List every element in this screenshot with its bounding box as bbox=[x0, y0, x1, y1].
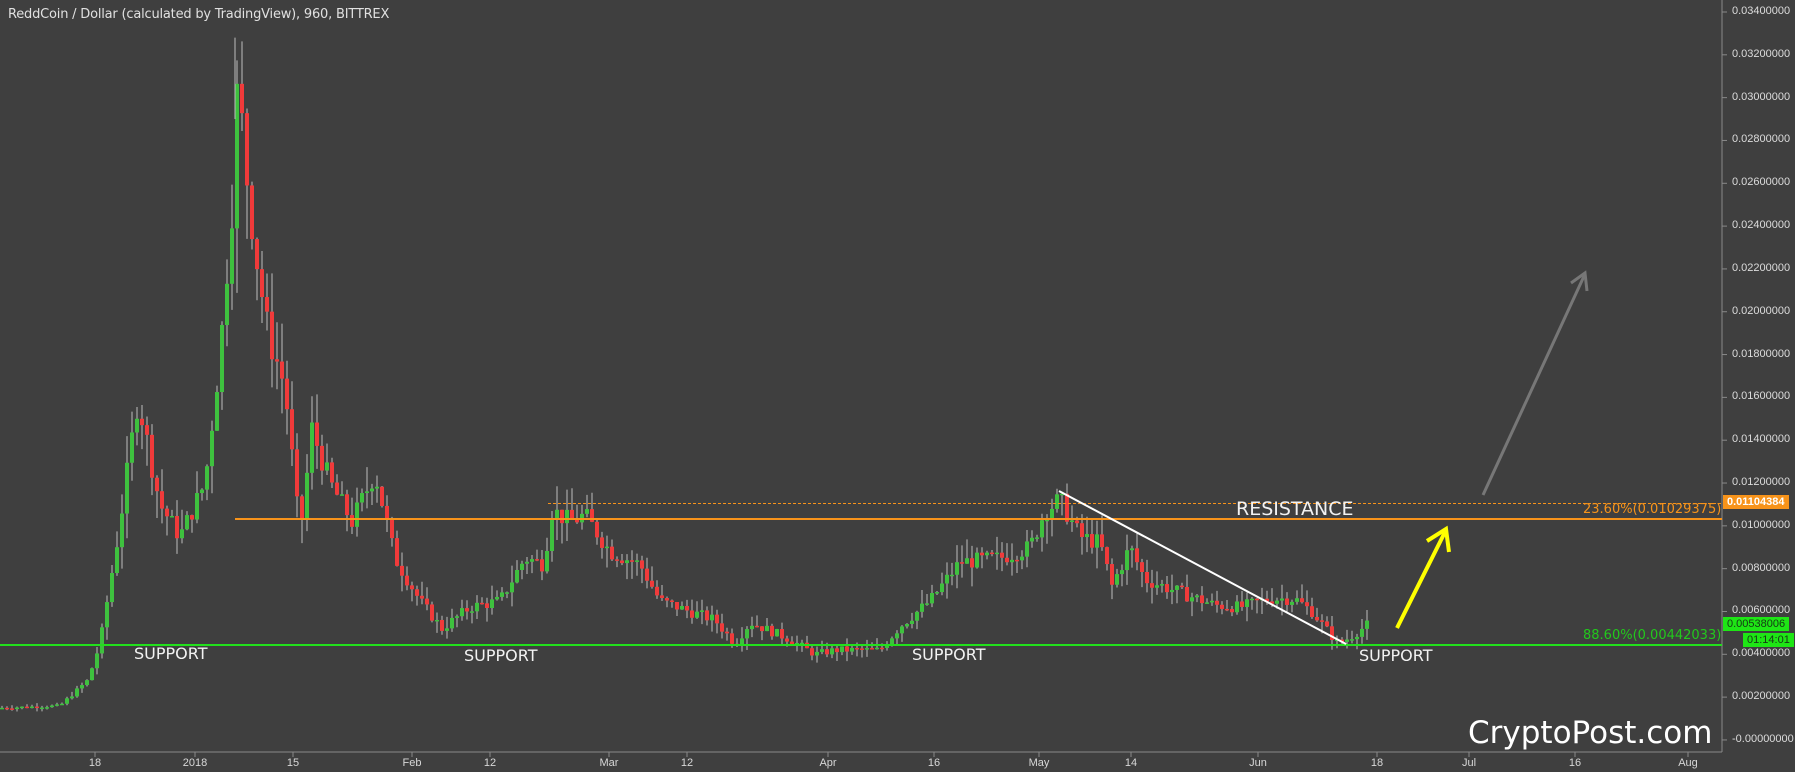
gray-up-arrow-icon bbox=[1481, 270, 1589, 496]
time-tick-label: Jul bbox=[1461, 757, 1477, 769]
time-tick-label: Mar bbox=[599, 757, 619, 769]
price-tick-label: 0.03000000 bbox=[1732, 90, 1791, 103]
support-label-3: SUPPORT bbox=[912, 645, 986, 664]
time-axis-ticks bbox=[94, 752, 1689, 757]
price-tick-label: -0.00000000 bbox=[1732, 732, 1794, 745]
price-tick-label: 0.01400000 bbox=[1732, 433, 1791, 446]
time-tick-label: Feb bbox=[402, 757, 422, 769]
fib-886-label: 88.60%(0.00442033) bbox=[1583, 628, 1722, 643]
price-tick-label: 0.02600000 bbox=[1732, 176, 1791, 189]
price-tick-label: 0.02200000 bbox=[1732, 261, 1791, 274]
time-tick-label: 15 bbox=[286, 757, 300, 769]
price-tick-label: 0.00800000 bbox=[1732, 561, 1791, 574]
price-tick-label: 0.00600000 bbox=[1732, 604, 1791, 617]
time-tick-label: 18 bbox=[1370, 757, 1384, 769]
price-tick-label: 0.01800000 bbox=[1732, 347, 1791, 360]
price-tick-label: 0.02400000 bbox=[1732, 219, 1791, 232]
candlestick-series bbox=[0, 37, 1369, 712]
price-tick-label: 0.03400000 bbox=[1732, 5, 1791, 17]
price-tick-label: 0.02800000 bbox=[1732, 133, 1791, 146]
price-tick-label: 0.03200000 bbox=[1732, 47, 1791, 60]
time-tick-label: 16 bbox=[1568, 757, 1582, 769]
fib-236-label: 23.60%(0.01029375) bbox=[1583, 502, 1722, 517]
yellow-up-arrow-icon bbox=[1395, 525, 1451, 629]
time-tick-label: Jun bbox=[1249, 757, 1267, 769]
price-tick-label: 0.01600000 bbox=[1732, 390, 1791, 403]
time-tick-label: 16 bbox=[927, 757, 941, 769]
chart-title: ReddCoin / Dollar (calculated by Trading… bbox=[8, 7, 390, 22]
price-tick-label: 0.02000000 bbox=[1732, 304, 1791, 317]
price-tick-label: 0.01000000 bbox=[1732, 518, 1791, 531]
resistance-label: RESISTANCE bbox=[1236, 498, 1354, 520]
time-tick-label: 2018 bbox=[182, 757, 208, 769]
price-axis-ticks bbox=[1722, 11, 1727, 741]
support-label-1: SUPPORT bbox=[134, 644, 208, 663]
descending-trendline bbox=[1058, 490, 1347, 645]
watermark: CryptoPost.com bbox=[1468, 715, 1713, 751]
time-tick-label: 12 bbox=[483, 757, 497, 769]
support-label-2: SUPPORT bbox=[464, 646, 538, 665]
last-price-badge: 0.00538006 bbox=[1723, 617, 1790, 631]
time-tick-label: Apr bbox=[819, 757, 837, 769]
time-tick-label: 18 bbox=[88, 757, 102, 769]
time-tick-label: 14 bbox=[1124, 757, 1138, 769]
support-label-4: SUPPORT bbox=[1359, 646, 1433, 665]
price-tick-label: 0.00400000 bbox=[1732, 647, 1791, 660]
resistance-price-badge: 0.01104384 bbox=[1723, 495, 1789, 509]
price-tick-label: 0.01200000 bbox=[1732, 476, 1791, 489]
price-tick-label: 0.00200000 bbox=[1732, 690, 1791, 703]
countdown-badge: 01:14:01 bbox=[1743, 633, 1794, 647]
time-tick-label: Aug bbox=[1678, 757, 1698, 769]
time-tick-label: May bbox=[1028, 757, 1050, 769]
time-tick-label: 12 bbox=[680, 757, 694, 769]
